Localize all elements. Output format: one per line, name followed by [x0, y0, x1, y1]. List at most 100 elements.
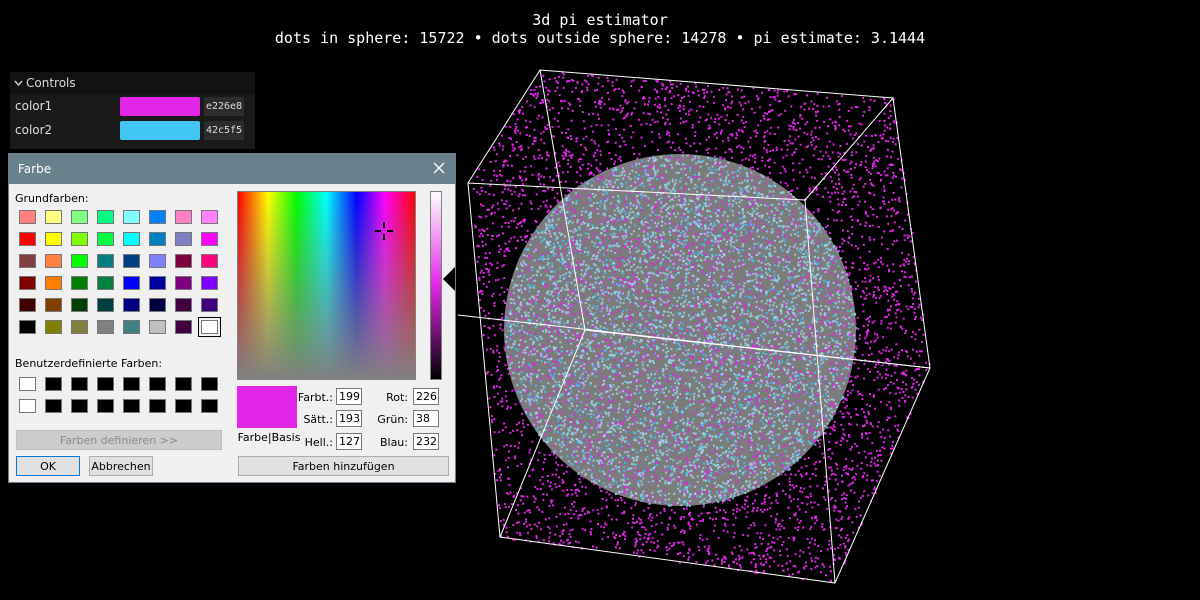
dialog-title: Farbe — [18, 162, 52, 176]
cancel-button[interactable]: Abbrechen — [89, 456, 153, 476]
color-swatch[interactable] — [201, 377, 218, 391]
color-swatch[interactable] — [97, 377, 114, 391]
color-swatch[interactable] — [123, 232, 140, 246]
luminance-slider[interactable] — [430, 191, 442, 380]
color-swatch[interactable] — [149, 320, 166, 334]
color-swatch[interactable] — [71, 377, 88, 391]
red-field[interactable]: 226 — [413, 388, 439, 405]
color-swatch[interactable] — [123, 298, 140, 312]
color2-hex[interactable]: 42c5f5 — [204, 120, 244, 140]
color-swatch[interactable] — [45, 399, 62, 413]
color-swatch[interactable] — [45, 298, 62, 312]
color-swatch[interactable] — [201, 298, 218, 312]
controls-title: Controls — [26, 76, 76, 90]
color-swatch[interactable] — [97, 298, 114, 312]
color-spectrum[interactable] — [237, 191, 416, 380]
color-swatch[interactable] — [175, 210, 192, 224]
sat-label: Sätt.: — [303, 413, 333, 426]
color-swatch[interactable] — [149, 377, 166, 391]
color-swatch[interactable] — [19, 254, 36, 268]
color-preview — [237, 386, 297, 428]
luminance-arrow-icon[interactable] — [443, 267, 455, 291]
color-swatch[interactable] — [45, 254, 62, 268]
color-swatch[interactable] — [71, 298, 88, 312]
color-swatch[interactable] — [149, 254, 166, 268]
color-swatch[interactable] — [123, 399, 140, 413]
control-color2: color2 42c5f5 — [10, 118, 255, 142]
hue-field[interactable]: 199 — [336, 388, 362, 405]
color-swatch[interactable] — [149, 210, 166, 224]
color-swatch[interactable] — [149, 276, 166, 290]
color-swatch[interactable] — [123, 210, 140, 224]
color-swatch[interactable] — [97, 232, 114, 246]
blue-field[interactable]: 232 — [413, 433, 439, 450]
red-label: Rot: — [386, 391, 408, 404]
color-swatch[interactable] — [19, 377, 36, 391]
color-swatch[interactable] — [175, 232, 192, 246]
color-swatch[interactable] — [149, 298, 166, 312]
control-color1: color1 e226e8 — [10, 94, 255, 118]
color-swatch[interactable] — [45, 210, 62, 224]
color-swatch[interactable] — [97, 320, 114, 334]
color-swatch[interactable] — [97, 254, 114, 268]
close-icon[interactable] — [431, 160, 447, 176]
color-swatch[interactable] — [175, 399, 192, 413]
color-swatch[interactable] — [175, 298, 192, 312]
color-swatch[interactable] — [19, 298, 36, 312]
color1-swatch[interactable] — [120, 96, 200, 116]
lum-field[interactable]: 127 — [336, 433, 362, 450]
color-swatch[interactable] — [175, 377, 192, 391]
color-swatch[interactable] — [201, 276, 218, 290]
color-swatch[interactable] — [201, 399, 218, 413]
color2-swatch[interactable] — [120, 120, 200, 140]
color-swatch[interactable] — [45, 377, 62, 391]
sat-field[interactable]: 193 — [336, 410, 362, 427]
color-swatch[interactable] — [45, 320, 62, 334]
color-swatch[interactable] — [19, 210, 36, 224]
color-swatch[interactable] — [19, 232, 36, 246]
color-swatch[interactable] — [198, 317, 221, 337]
define-colors-button[interactable]: Farben definieren >> — [16, 430, 222, 450]
color-swatch[interactable] — [175, 320, 192, 334]
color-swatch[interactable] — [97, 399, 114, 413]
color-swatch[interactable] — [45, 232, 62, 246]
green-field[interactable]: 38 — [413, 410, 439, 427]
color-swatch[interactable] — [45, 276, 62, 290]
preview-label: Farbe|Basis — [237, 431, 301, 444]
color-swatch[interactable] — [123, 320, 140, 334]
color-swatch[interactable] — [149, 399, 166, 413]
color-swatch[interactable] — [123, 276, 140, 290]
color-swatch[interactable] — [71, 399, 88, 413]
color-swatch[interactable] — [71, 276, 88, 290]
color-swatch[interactable] — [19, 320, 36, 334]
color-swatch[interactable] — [201, 254, 218, 268]
color-swatch[interactable] — [71, 320, 88, 334]
control-label: color2 — [15, 123, 53, 137]
blue-label: Blau: — [379, 436, 408, 449]
ok-button[interactable]: OK — [16, 456, 80, 476]
color1-hex[interactable]: e226e8 — [204, 96, 244, 116]
color-swatch[interactable] — [123, 377, 140, 391]
add-colors-button[interactable]: Farben hinzufügen — [238, 456, 449, 476]
color-swatch[interactable] — [123, 254, 140, 268]
color-swatch[interactable] — [19, 276, 36, 290]
color-swatch[interactable] — [97, 276, 114, 290]
color-swatch[interactable] — [71, 210, 88, 224]
dialog-titlebar[interactable]: Farbe — [9, 154, 455, 184]
color-swatch[interactable] — [97, 210, 114, 224]
chevron-down-icon — [14, 78, 26, 89]
page-title: 3d pi estimator — [532, 11, 668, 29]
color-swatch[interactable] — [71, 232, 88, 246]
color-swatch[interactable] — [175, 276, 192, 290]
color-swatch[interactable] — [201, 210, 218, 224]
color-swatch[interactable] — [201, 232, 218, 246]
color-swatch[interactable] — [71, 254, 88, 268]
color-dialog: Farbe Grundfarben: Benutzerdefinierte Fa… — [8, 153, 456, 483]
color-swatch[interactable] — [19, 399, 36, 413]
color-swatch[interactable] — [175, 254, 192, 268]
color-swatch[interactable] — [149, 232, 166, 246]
green-label: Grün: — [377, 413, 408, 426]
stats-line: dots in sphere: 15722 • dots outside sph… — [274, 29, 926, 47]
controls-header[interactable]: Controls — [10, 72, 255, 94]
